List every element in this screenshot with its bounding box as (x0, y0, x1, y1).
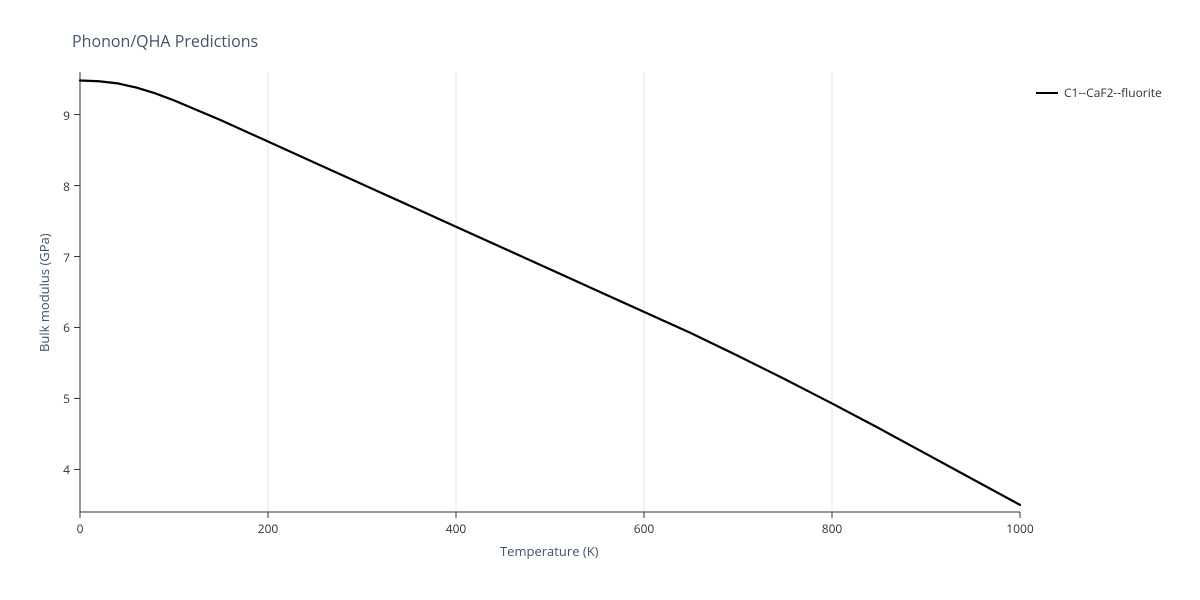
y-tick-label: 5 (63, 390, 70, 407)
y-tick-label: 9 (63, 107, 70, 124)
legend-label: C1--CaF2--fluorite (1064, 84, 1162, 101)
x-tick-label: 1000 (1005, 520, 1035, 537)
y-tick-label: 6 (63, 319, 70, 336)
y-tick-label: 7 (63, 249, 70, 266)
legend: C1--CaF2--fluorite (1036, 84, 1162, 101)
y-axis-title: Bulk modulus (GPa) (35, 233, 53, 352)
chart-container: Phonon/QHA Predictions Bulk modulus (GPa… (0, 0, 1200, 600)
legend-swatch (1036, 92, 1058, 94)
y-tick-label: 4 (63, 461, 70, 478)
y-tick-label: 8 (63, 178, 70, 195)
x-tick-label: 800 (817, 520, 847, 537)
x-tick-label: 200 (253, 520, 283, 537)
x-axis-title: Temperature (K) (500, 542, 599, 560)
x-tick-label: 400 (441, 520, 471, 537)
x-tick-label: 600 (629, 520, 659, 537)
x-tick-label: 0 (65, 520, 95, 537)
plot-area (0, 0, 1200, 600)
